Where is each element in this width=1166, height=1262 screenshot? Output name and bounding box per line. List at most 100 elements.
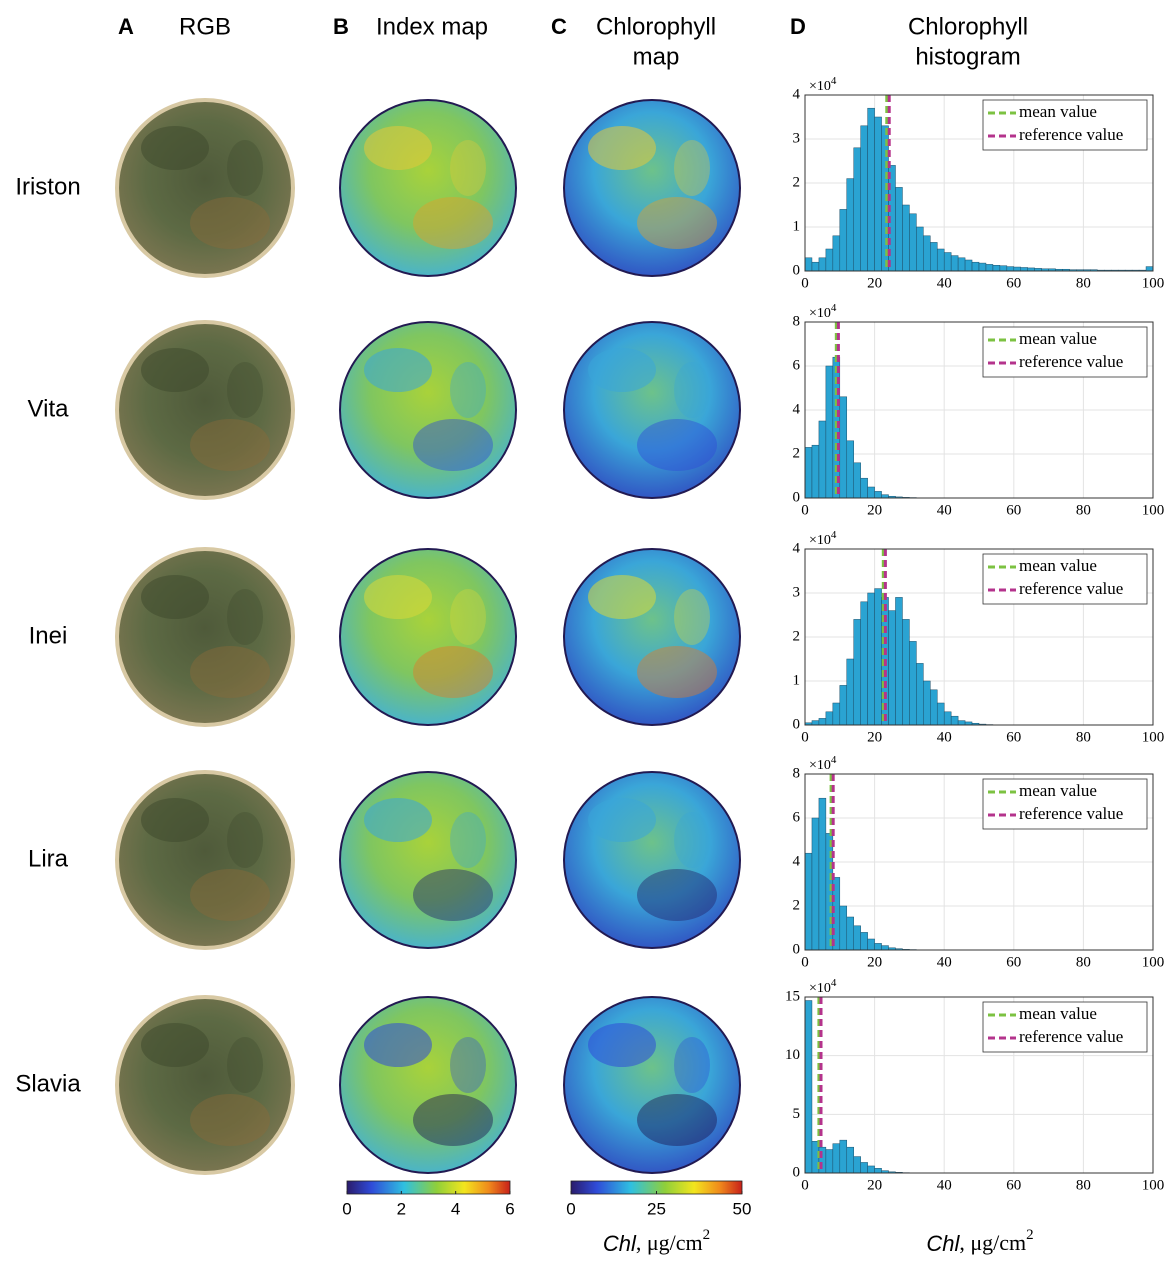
- histogram-bar: [805, 447, 812, 498]
- map-patch: [227, 589, 263, 645]
- x-tick-label: 20: [867, 729, 882, 745]
- histogram-bar: [847, 659, 854, 725]
- map-patch: [364, 575, 432, 619]
- legend-label: reference value: [1019, 579, 1123, 598]
- histogram-bar: [902, 205, 909, 271]
- x-tick-label: 100: [1142, 729, 1165, 745]
- histogram-bar: [909, 641, 916, 725]
- map-patch: [450, 1037, 486, 1093]
- legend-label: reference value: [1019, 1027, 1123, 1046]
- map-patch: [227, 1037, 263, 1093]
- map-patch: [190, 419, 270, 471]
- histogram-bar: [972, 262, 979, 271]
- panel-title: Index map: [376, 13, 488, 40]
- colorbar-tick-label: 4: [451, 1199, 460, 1218]
- colorbar-tick-label: 0: [342, 1199, 351, 1218]
- map-patch: [450, 140, 486, 196]
- histogram-bar: [805, 1001, 812, 1173]
- histogram-bar: [930, 242, 937, 271]
- histogram-bar: [833, 703, 840, 725]
- x-tick-label: 0: [801, 275, 809, 291]
- y-tick-label: 6: [793, 809, 801, 825]
- histogram-bar: [889, 611, 896, 725]
- histogram-bar: [861, 1162, 868, 1173]
- histogram-bar: [875, 943, 882, 950]
- legend-label: reference value: [1019, 125, 1123, 144]
- rgb-photo: [117, 322, 293, 498]
- x-tick-label: 20: [867, 275, 882, 291]
- multiplier-exponent: 4: [831, 529, 837, 541]
- x-tick-label: 80: [1076, 729, 1091, 745]
- row-label: Vita: [28, 395, 70, 422]
- histogram-bar: [875, 589, 882, 725]
- map-patch: [674, 812, 710, 868]
- map-patch: [588, 126, 656, 170]
- histogram-bar: [965, 260, 972, 271]
- y-tick-label: 8: [793, 313, 801, 329]
- index-map: [340, 772, 516, 948]
- x-tick-label: 0: [801, 954, 809, 970]
- map-patch: [674, 589, 710, 645]
- histogram-bar: [895, 597, 902, 725]
- chlorophyll-map: [564, 100, 740, 276]
- x-tick-label: 40: [937, 275, 952, 291]
- histogram-bar: [854, 926, 861, 950]
- histogram-bar: [1146, 267, 1153, 271]
- histogram-bar: [1014, 267, 1021, 271]
- y-tick-label: 6: [793, 357, 801, 373]
- y-tick-label: 4: [793, 853, 801, 869]
- rgb-photo: [117, 997, 293, 1173]
- map-patch: [227, 812, 263, 868]
- histogram-bar: [1021, 267, 1028, 271]
- row-label: Iriston: [15, 173, 80, 200]
- x-tick-label: 60: [1006, 954, 1021, 970]
- histogram-bar: [805, 258, 812, 271]
- map-patch: [588, 348, 656, 392]
- map-patch: [450, 589, 486, 645]
- x-tick-label: 60: [1006, 502, 1021, 518]
- y-multiplier: ×104: [809, 75, 837, 95]
- map-patch: [413, 197, 493, 249]
- multiplier-base: ×10: [809, 306, 831, 321]
- colorbar-tick-label: 2: [397, 1199, 406, 1218]
- rgb-photo: [117, 772, 293, 948]
- x-tick-label: 60: [1006, 1177, 1021, 1193]
- label-italic: Chl: [603, 1231, 637, 1256]
- map-patch: [364, 348, 432, 392]
- map-patch: [413, 419, 493, 471]
- histogram-bar: [1000, 266, 1007, 271]
- histogram-bar: [812, 721, 819, 725]
- x-tick-label: 20: [867, 954, 882, 970]
- map-patch: [450, 812, 486, 868]
- histogram-bar: [812, 445, 819, 498]
- chlorophyll-map: [564, 997, 740, 1173]
- label-exponent: 2: [1026, 1227, 1034, 1243]
- y-multiplier: ×104: [809, 977, 837, 997]
- label-italic: Chl: [926, 1231, 960, 1256]
- histogram-bar: [861, 932, 868, 950]
- y-tick-label: 0: [793, 716, 801, 732]
- y-tick-label: 0: [793, 262, 801, 278]
- histogram-bar: [819, 421, 826, 498]
- histogram-bar: [882, 946, 889, 950]
- histogram-bar: [993, 265, 1000, 271]
- histogram-bar: [826, 712, 833, 725]
- histogram-bar: [812, 818, 819, 950]
- histogram-bar: [868, 593, 875, 725]
- multiplier-exponent: 4: [831, 754, 837, 766]
- histogram-bar: [833, 236, 840, 271]
- y-tick-label: 15: [785, 988, 800, 1004]
- x-tick-label: 80: [1076, 275, 1091, 291]
- x-tick-label: 80: [1076, 1177, 1091, 1193]
- colorbar-tick-label: 25: [647, 1199, 666, 1218]
- page: ARGBBIndex mapCChlorophyllmapDChlorophyl…: [0, 0, 1166, 1262]
- x-tick-label: 80: [1076, 502, 1091, 518]
- x-tick-label: 80: [1076, 954, 1091, 970]
- map-patch: [141, 575, 209, 619]
- y-tick-label: 5: [793, 1106, 801, 1122]
- histogram-bar: [868, 108, 875, 271]
- multiplier-base: ×10: [809, 981, 831, 996]
- multiplier-base: ×10: [809, 758, 831, 773]
- map-patch: [450, 362, 486, 418]
- histogram-bar: [958, 721, 965, 725]
